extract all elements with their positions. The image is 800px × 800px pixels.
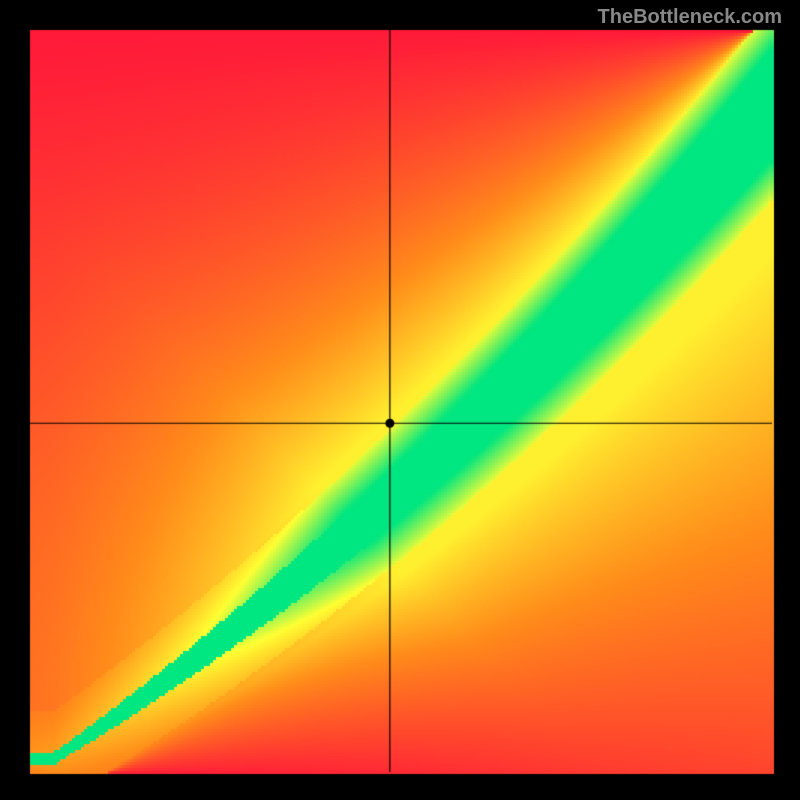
watermark-text: TheBottleneck.com xyxy=(598,6,782,29)
bottleneck-heatmap xyxy=(0,0,800,800)
